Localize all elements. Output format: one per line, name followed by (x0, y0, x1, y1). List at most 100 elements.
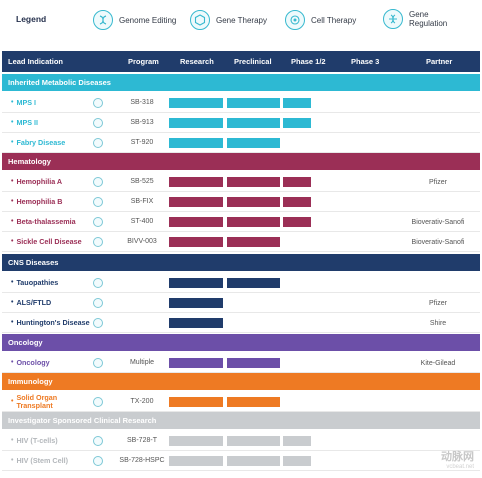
legend-item-gene-therapy: Gene Therapy (190, 10, 267, 30)
stage-bar (227, 456, 280, 466)
lead-label: Huntington's Disease (16, 318, 90, 327)
stage-bar (283, 436, 311, 446)
lead-label: Fabry Disease (16, 138, 66, 147)
header-program: Program (128, 57, 159, 66)
partner-name: Shire (429, 319, 447, 327)
header-partner: Partner (426, 57, 453, 66)
stage-bar (227, 237, 280, 247)
stage-bar (169, 197, 223, 207)
lead-label: Oncology (16, 358, 50, 367)
lead-indication: • MPS I (11, 93, 91, 113)
bullet-icon: • (11, 359, 14, 366)
watermark-text: 动脉网 (441, 451, 474, 463)
program-code (114, 313, 170, 333)
modality-icon (93, 298, 103, 308)
section-bar: Hematology (2, 153, 480, 170)
watermark-sub: vcbeat.net (446, 464, 474, 470)
modality-icon (93, 177, 103, 187)
stage-bar (169, 456, 223, 466)
program-code (114, 273, 170, 293)
table-row: • Oncology Multiple Kite-Gilead (2, 353, 480, 373)
stage-bar (169, 298, 223, 308)
lead-indication: • Huntington's Disease (11, 313, 91, 333)
lead-label: Solid Organ Transplant (16, 393, 58, 410)
cell-therapy-icon (285, 10, 305, 30)
lead-indication: • HIV (T-cells) (11, 431, 91, 451)
stage-bar (283, 197, 311, 207)
table-row: • Hemophilia B SB-FIX (2, 192, 480, 212)
table-row: • ALS/FTLD Pfizer (2, 293, 480, 313)
table-row: • Beta-thalassemia ST-400 Bioverativ-Sanofi (2, 212, 480, 232)
legend-item-cell-therapy: Cell Therapy (285, 10, 356, 30)
lead-indication: • Hemophilia B (11, 192, 91, 212)
section-title: Investigator Sponsored Clinical Research (8, 416, 157, 425)
section-bar: Oncology (2, 334, 480, 351)
bullet-icon: • (11, 119, 14, 126)
bullet-icon: • (11, 178, 14, 185)
modality-icon (93, 358, 103, 368)
program-code: BIVV-003 (127, 238, 157, 245)
modality-icon (93, 98, 103, 108)
program-code: Multiple (129, 359, 155, 366)
lead-indication: • HIV (Stem Cell) (11, 451, 91, 471)
lead-label: Hemophilia A (16, 177, 63, 186)
lead-indication: • MPS II (11, 113, 91, 133)
bullet-icon: • (11, 99, 14, 106)
stage-bar (227, 397, 280, 407)
lead-label: Sickle Cell Disease (16, 237, 82, 246)
gene-regulation-icon (383, 9, 403, 29)
program-code: SB-525 (130, 178, 154, 185)
lead-label: Beta-thalassemia (16, 217, 76, 226)
table-row: • MPS II SB-913 (2, 113, 480, 133)
stage-bar (169, 217, 223, 227)
legend-label-gene-regulation: Gene Regulation (409, 10, 448, 28)
stage-bar (227, 197, 280, 207)
stage-bar (169, 138, 223, 148)
legend-label-gene-therapy: Gene Therapy (216, 15, 267, 25)
legend-label-cell-therapy: Cell Therapy (311, 15, 357, 25)
bullet-icon: • (11, 139, 14, 146)
stage-bar (227, 278, 280, 288)
legend-label-genome-editing: Genome Editing (119, 15, 177, 25)
table-row: • Fabry Disease ST-920 (2, 133, 480, 153)
bullet-icon: • (11, 437, 14, 444)
program-code (114, 293, 170, 313)
header-research: Research (180, 57, 214, 66)
partner-name: Pfizer (429, 178, 447, 186)
header-phase3: Phase 3 (351, 57, 380, 66)
partner-name (394, 133, 482, 153)
header-preclinical: Preclinical (234, 57, 272, 66)
section-bar: Immunology (2, 373, 480, 390)
bullet-icon: • (11, 319, 14, 326)
lead-indication: • Tauopathies (11, 273, 91, 293)
section-bar: CNS Diseases (2, 254, 480, 271)
program-code: SB-318 (130, 99, 154, 106)
lead-label: Tauopathies (16, 278, 59, 287)
stage-bar (283, 177, 311, 187)
lead-indication: • Solid Organ Transplant (11, 392, 91, 412)
stage-bar (169, 318, 223, 328)
legend: Legend Genome Editing Gene Therapy Cell … (0, 0, 482, 42)
stage-bar (169, 358, 223, 368)
table-row: • Solid Organ Transplant TX-200 (2, 392, 480, 412)
program-code: SB-913 (130, 119, 154, 126)
modality-icon (93, 217, 103, 227)
stage-bar (169, 237, 223, 247)
stage-bar (227, 358, 280, 368)
stage-bar (169, 436, 223, 446)
program-code: ST-400 (130, 218, 154, 225)
lead-indication: • ALS/FTLD (11, 293, 91, 313)
table-row: • Hemophilia A SB-525 Pfizer (2, 172, 480, 192)
stage-bar (227, 217, 280, 227)
section-title: Immunology (8, 377, 53, 386)
lead-indication: • Beta-thalassemia (11, 212, 91, 232)
table-row: • HIV (Stem Cell) SB-728-HSPC (2, 451, 480, 471)
stage-bar (227, 177, 280, 187)
program-code: TX-200 (130, 398, 154, 405)
lead-label: MPS I (16, 98, 37, 107)
partner-name: Bioverativ-Sanofi (411, 218, 465, 226)
lead-label: Hemophilia B (16, 197, 63, 206)
bullet-icon: • (11, 218, 14, 225)
modality-icon (93, 118, 103, 128)
modality-icon (93, 278, 103, 288)
